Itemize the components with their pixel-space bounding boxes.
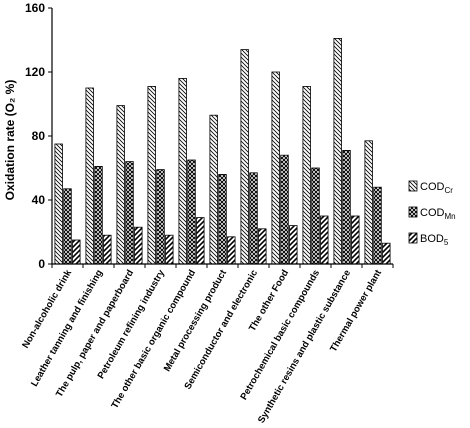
legend-item-codmn: CODMn — [408, 206, 456, 221]
bar-bod5-1 — [103, 234, 112, 265]
bar-codmn-6 — [249, 172, 258, 265]
bar-codmn-7 — [280, 154, 289, 265]
y-tick-label: 120 — [25, 65, 45, 79]
bar-codmn-3 — [156, 169, 165, 265]
bar-codcr-5 — [209, 114, 218, 265]
bar-codcr-6 — [240, 49, 249, 265]
bar-codcr-9 — [333, 38, 342, 265]
bar-bod5-0 — [72, 239, 81, 265]
legend-label: BOD5 — [420, 233, 449, 247]
bar-bod5-2 — [134, 226, 143, 265]
bar-codcr-7 — [271, 71, 280, 265]
legend-label: CODCr — [420, 181, 453, 195]
legend-item-bod5: BOD5 — [408, 232, 449, 247]
bar-codcr-3 — [147, 86, 156, 265]
bar-codcr-0 — [54, 143, 63, 265]
legend-item-codcr: CODCr — [408, 180, 453, 195]
bar-codcr-2 — [116, 105, 125, 265]
bar-codcr-1 — [85, 87, 94, 265]
bar-codcr-10 — [364, 140, 373, 265]
bar-bod5-6 — [258, 228, 267, 265]
bar-codmn-1 — [94, 165, 103, 265]
bar-codmn-8 — [311, 167, 320, 265]
y-tick-label: 40 — [32, 193, 46, 207]
bar-bod5-8 — [320, 215, 329, 265]
y-tick-label: 80 — [32, 129, 46, 143]
bar-codcr-8 — [302, 86, 311, 265]
bar-bod5-7 — [289, 225, 298, 265]
y-tick-label: 160 — [25, 1, 45, 15]
bar-bod5-10 — [382, 242, 391, 265]
legend-swatch — [408, 180, 418, 192]
legend-label: CODMn — [420, 207, 456, 221]
bar-codmn-2 — [125, 161, 134, 265]
y-axis-title: Oxidation rate (O₂ %) — [3, 80, 17, 201]
bar-bod5-3 — [165, 234, 174, 265]
bar-codcr-4 — [178, 78, 187, 265]
bar-bod5-4 — [196, 217, 205, 265]
axes-layer: 0 40 80 120 160 — [25, 1, 394, 271]
legend: CODCr CODMn BOD5 — [408, 180, 456, 247]
bar-codmn-9 — [342, 149, 351, 265]
bar-bod5-9 — [351, 215, 360, 265]
bar-codmn-0 — [63, 188, 72, 265]
legend-swatch — [408, 206, 418, 218]
bar-codmn-5 — [218, 173, 227, 265]
bars-layer — [54, 38, 391, 265]
legend-swatch — [408, 232, 418, 244]
bar-codmn-4 — [187, 159, 196, 265]
y-tick-label: 0 — [38, 257, 45, 271]
bar-codmn-10 — [373, 186, 382, 265]
bar-bod5-5 — [227, 236, 236, 265]
